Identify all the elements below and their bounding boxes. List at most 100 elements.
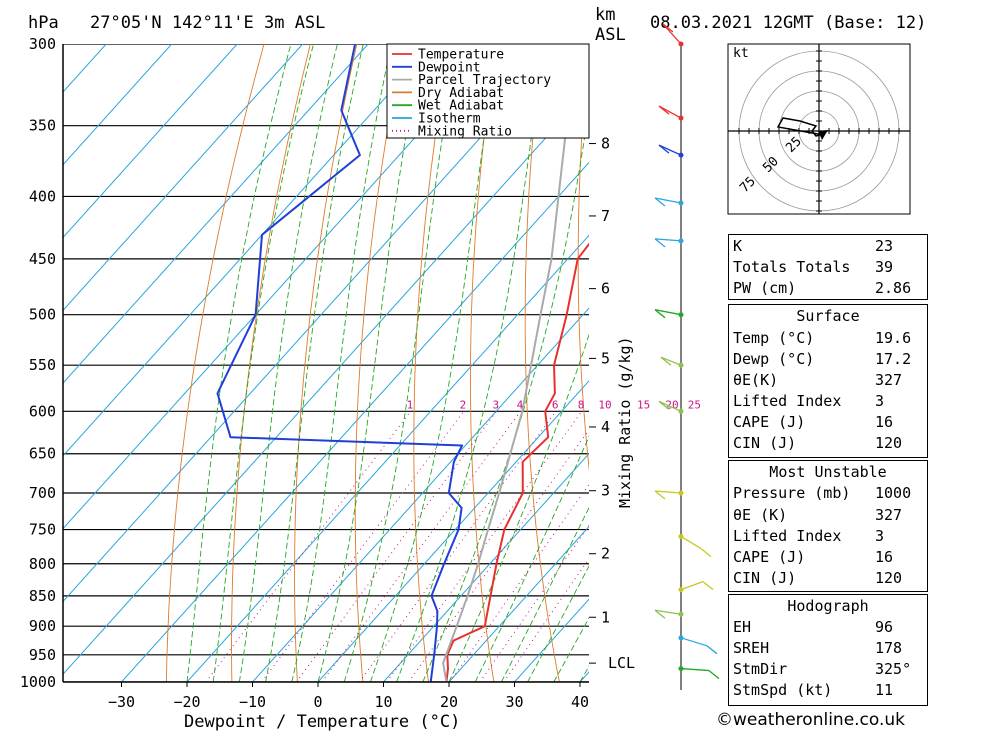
cin-value: 120 bbox=[875, 434, 903, 452]
plot-frame bbox=[62, 44, 589, 683]
dry-adiabat-400 bbox=[961, 44, 1000, 682]
isotherm--50 bbox=[63, 44, 566, 603]
mixing-ratio-label-4: 4 bbox=[517, 398, 524, 411]
temperature-axis: −30 −20 −10 0 10 20 30 40 bbox=[108, 682, 589, 711]
wind-barb-shaft-1 bbox=[658, 105, 682, 119]
hodo-trace bbox=[776, 117, 825, 137]
most-unstable-box: Most Unstable Pressure (mb) 1000 θE (K) 32… bbox=[728, 460, 928, 592]
x-tick-20: 20 bbox=[440, 693, 458, 711]
wind-barb-shaft-3 bbox=[654, 197, 682, 204]
sreh-label: SREH bbox=[733, 639, 770, 657]
stmspd-value: 11 bbox=[875, 681, 894, 699]
mixing-ratio-label-6: 6 bbox=[552, 398, 559, 411]
wind-barb-flag-8 bbox=[654, 490, 666, 500]
isotherm-20 bbox=[448, 525, 589, 682]
pressure-tick-550: 550 bbox=[29, 356, 56, 374]
mu-theta-value: 327 bbox=[875, 506, 903, 524]
x-tick--20: −20 bbox=[173, 693, 200, 711]
k-label: K bbox=[733, 237, 743, 255]
hodo-title: Hodograph bbox=[787, 597, 869, 615]
plot-area bbox=[63, 44, 589, 682]
legend-label-isotherm: Isotherm bbox=[418, 112, 481, 127]
wet-adiabat-32 bbox=[527, 565, 589, 682]
mixing-ratio-labels: 1 2 3 4 6 8 10 15 20 25 bbox=[407, 398, 701, 411]
temp-value: 19.6 bbox=[875, 329, 912, 347]
dry-adiabat-260 bbox=[231, 44, 311, 682]
wet-adiabat--12 bbox=[238, 44, 338, 682]
wind-barb-flag-10 bbox=[702, 581, 714, 591]
datetime-title: 08.03.2021 12GMT (Base: 12) bbox=[650, 13, 926, 33]
isotherm--70 bbox=[63, 44, 435, 457]
wet-adiabat-24 bbox=[474, 435, 589, 682]
li-value: 3 bbox=[875, 392, 885, 410]
isotherm--30 bbox=[121, 161, 589, 682]
sreh-value: 178 bbox=[875, 639, 903, 657]
wind-barb-shaft-11 bbox=[654, 609, 682, 615]
legend-label-dry-adiabat: Dry Adiabat bbox=[418, 86, 504, 101]
height-unit-label: km bbox=[595, 5, 615, 25]
tt-value: 39 bbox=[875, 258, 894, 276]
series-temperature bbox=[445, 242, 589, 682]
mixing-ratio-line-1 bbox=[205, 410, 411, 682]
pressure-tick-850: 850 bbox=[29, 587, 56, 605]
pressure-tick-500: 500 bbox=[29, 306, 56, 324]
pressure-tick-400: 400 bbox=[29, 187, 56, 205]
mu-li-value: 3 bbox=[875, 527, 885, 545]
height-tick-6: 6 bbox=[601, 280, 610, 298]
li-label: Lifted Index bbox=[733, 392, 842, 410]
mixing-ratio-line-3 bbox=[296, 411, 497, 682]
theta-label: θE(K) bbox=[733, 371, 779, 389]
mixing-ratio-label-1: 1 bbox=[407, 398, 414, 411]
mixing-ratio-line-10 bbox=[408, 429, 589, 682]
k-value: 23 bbox=[875, 237, 894, 255]
pressure-axis: 300 350 400 450 500 550 600 650 700 750 800 850 900 9… bbox=[20, 35, 56, 691]
legend-label-temperature: Temperature bbox=[418, 48, 504, 63]
hodograph-box: Hodograph EH 96 SREH 178 StmDir 325° StmSpd… bbox=[728, 594, 928, 706]
height-tick-8: 8 bbox=[601, 135, 610, 153]
eh-value: 96 bbox=[875, 618, 894, 636]
hodo-storm-motion-marker bbox=[818, 130, 828, 140]
pressure-tick-800: 800 bbox=[29, 555, 56, 573]
wet-adiabat--20 bbox=[186, 44, 292, 682]
theta-value: 327 bbox=[875, 371, 903, 389]
isotherm--100 bbox=[63, 44, 238, 239]
height-tick-1: 1 bbox=[601, 608, 610, 626]
dry-adiabat-250 bbox=[165, 44, 265, 682]
pressure-unit-label: hPa bbox=[28, 13, 59, 33]
wind-barb-shaft-6 bbox=[660, 356, 682, 366]
height-tick-LCL: LCL bbox=[608, 654, 635, 672]
series-parcel-trajectory bbox=[442, 44, 576, 682]
wind-barb-shaft-8 bbox=[654, 490, 682, 494]
isotherm-10 bbox=[383, 452, 589, 682]
temp-label: Temp (°C) bbox=[733, 329, 815, 347]
copyright: ©weatheronline.co.uk bbox=[716, 710, 906, 730]
pw-value: 2.86 bbox=[875, 279, 912, 297]
x-tick-0: 0 bbox=[313, 693, 322, 711]
mu-li-label: Lifted Index bbox=[733, 527, 842, 545]
wind-barb-flag-9 bbox=[700, 548, 712, 558]
height-tick-3: 3 bbox=[601, 482, 610, 500]
dry-adiabat-310 bbox=[524, 44, 560, 682]
legend-label-parcel-trajectory: Parcel Trajectory bbox=[418, 73, 551, 88]
mu-title: Most Unstable bbox=[769, 463, 887, 481]
wind-barb-flag-13 bbox=[708, 670, 720, 680]
wind-barb-shaft-2 bbox=[658, 144, 682, 156]
mu-cape-value: 16 bbox=[875, 548, 894, 566]
height-tick-2: 2 bbox=[601, 545, 610, 563]
mu-cin-label: CIN (J) bbox=[733, 569, 797, 587]
wind-barbs bbox=[654, 23, 720, 690]
wet-adiabat-12 bbox=[396, 44, 546, 682]
dewp-value: 17.2 bbox=[875, 350, 912, 368]
mixing-ratio-label-3: 3 bbox=[492, 398, 499, 411]
wind-barb-shaft-4 bbox=[654, 238, 682, 242]
isotherm--80 bbox=[63, 44, 369, 384]
wind-barb-flag-7 bbox=[658, 400, 670, 410]
mixing-ratio-label-8: 8 bbox=[578, 398, 585, 411]
mixing-ratio-label-15: 15 bbox=[637, 398, 650, 411]
wind-barb-shaft-9 bbox=[680, 536, 702, 550]
pressure-tick-300: 300 bbox=[29, 35, 56, 53]
mixing-ratio-line-4 bbox=[321, 411, 522, 682]
